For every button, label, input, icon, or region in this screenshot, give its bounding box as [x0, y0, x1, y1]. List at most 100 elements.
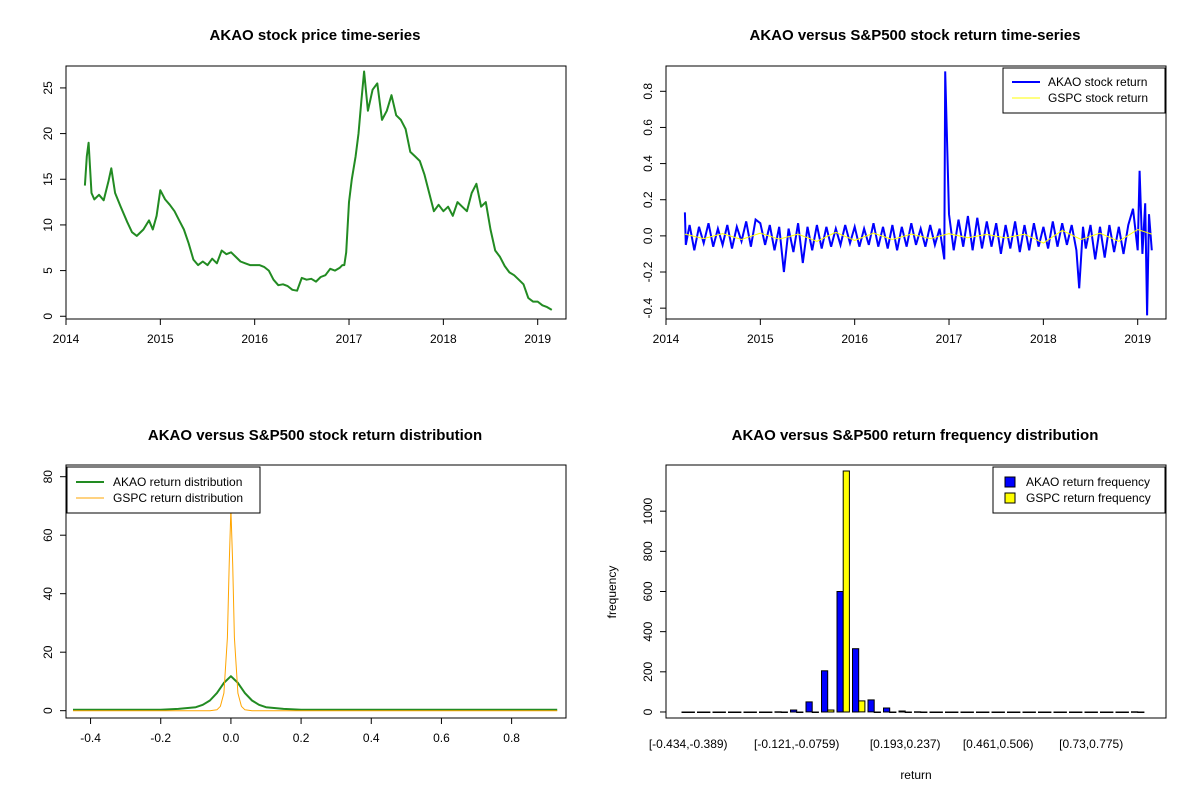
y-tick-label: 0.6 — [641, 119, 655, 136]
legend-box — [992, 466, 1166, 514]
bar-akao — [914, 711, 922, 713]
legend-box — [66, 466, 261, 514]
bar-akao — [790, 709, 798, 713]
bar-gspc — [1028, 711, 1036, 713]
bar-gspc — [718, 711, 726, 713]
bar-akao — [821, 670, 829, 713]
y-tick-label: 600 — [641, 581, 655, 601]
bar-akao — [697, 711, 705, 713]
x-tick-label: [-0.434,-0.389) — [649, 737, 728, 751]
bar-akao — [867, 699, 875, 713]
bar-akao — [1069, 711, 1077, 713]
y-tick-label: 5 — [41, 267, 55, 274]
x-tick-label: 2016 — [241, 332, 268, 346]
bar-gspc — [811, 711, 819, 713]
bar-akao — [805, 701, 813, 713]
bar-gspc — [951, 711, 959, 713]
bar-gspc — [1013, 711, 1021, 713]
x-tick-label: [0.73,0.775) — [1059, 737, 1123, 751]
legend: AKAO stock return GSPC stock return — [1002, 67, 1166, 114]
legend: AKAO return distribution GSPC return dis… — [66, 466, 261, 514]
x-tick-label: 2017 — [336, 332, 363, 346]
legend-swatch-akao — [1004, 476, 1016, 488]
legend-label-gspc: GSPC return distribution — [113, 491, 243, 505]
legend-swatch-gspc — [1004, 492, 1016, 504]
y-tick-label: 200 — [641, 661, 655, 681]
bar-akao — [1100, 711, 1108, 713]
legend: AKAO return frequency GSPC return freque… — [992, 466, 1166, 514]
y-tick-label: 80 — [41, 470, 55, 484]
bar-gspc — [1059, 711, 1067, 713]
bar-akao — [712, 711, 720, 713]
bar-gspc — [703, 711, 711, 713]
bar-gspc — [687, 711, 695, 713]
legend-label-akao: AKAO return distribution — [113, 475, 242, 489]
bar-gspc — [796, 711, 804, 713]
x-tick-label: [-0.121,-0.0759) — [754, 737, 839, 751]
bar-gspc — [842, 470, 850, 713]
series-line-gspc-return — [684, 228, 1152, 244]
x-tick-label: [0.193,0.237) — [870, 737, 941, 751]
bar-akao — [991, 711, 999, 713]
bar-akao — [1115, 711, 1123, 713]
bar-gspc — [873, 711, 881, 713]
bar-gspc — [1044, 711, 1052, 713]
bar-akao — [898, 710, 906, 713]
y-tick-label: 0 — [641, 708, 655, 715]
x-tick-label: -0.4 — [80, 731, 101, 745]
series-line-akao-price — [83, 70, 553, 311]
bar-akao — [743, 711, 751, 713]
bar-akao — [1084, 711, 1092, 713]
bar-akao — [728, 711, 736, 713]
bar-gspc — [734, 711, 742, 713]
bar-gspc — [858, 700, 866, 713]
bar-gspc — [749, 711, 757, 713]
bar-akao — [929, 711, 937, 713]
bar-gspc — [780, 711, 788, 713]
panel-frequency-histogram: AKAO versus S&P500 return frequency dist… — [605, 427, 1167, 782]
series-line-akao-density — [73, 675, 558, 711]
bar-akao — [1022, 711, 1030, 713]
chart-title: AKAO versus S&P500 stock return time-ser… — [750, 27, 1081, 44]
bar-gspc — [966, 711, 974, 713]
bar-akao — [960, 711, 968, 713]
bar-akao — [945, 711, 953, 713]
bar-gspc — [1106, 711, 1114, 713]
bar-akao — [681, 711, 689, 713]
panel-return-timeseries: AKAO versus S&P500 stock return time-ser… — [641, 27, 1167, 346]
chart-title: AKAO versus S&P500 stock return distribu… — [148, 427, 482, 444]
panel-return-distribution: AKAO versus S&P500 stock return distribu… — [41, 427, 567, 745]
y-tick-label: 15 — [41, 172, 55, 186]
x-tick-label: 2019 — [1124, 332, 1151, 346]
x-axis-label: return — [900, 768, 931, 782]
bar-group — [681, 470, 1145, 713]
legend-label-akao: AKAO return frequency — [1026, 475, 1150, 489]
bar-akao — [1038, 711, 1046, 713]
y-tick-label: -0.4 — [641, 297, 655, 318]
x-tick-label: 2014 — [53, 332, 80, 346]
y-tick-label: 20 — [41, 127, 55, 141]
plot-frame — [665, 65, 1167, 320]
bar-akao — [1007, 711, 1015, 713]
x-tick-label: 0.0 — [223, 731, 240, 745]
x-tick-label: 2015 — [147, 332, 174, 346]
bar-gspc — [889, 711, 897, 713]
chart-title: AKAO versus S&P500 return frequency dist… — [732, 427, 1099, 444]
y-tick-label: 0.2 — [641, 191, 655, 208]
bar-gspc — [982, 711, 990, 713]
legend-label-akao: AKAO stock return — [1048, 75, 1147, 89]
plot-frame — [65, 65, 567, 320]
bar-akao — [883, 707, 891, 713]
y-tick-label: 20 — [41, 645, 55, 659]
bar-gspc — [1075, 711, 1083, 713]
x-tick-label: -0.2 — [150, 731, 171, 745]
x-tick-label: 2014 — [653, 332, 680, 346]
plot-frame — [65, 464, 567, 719]
y-tick-label: 1000 — [641, 498, 655, 525]
y-tick-label: 0.4 — [641, 155, 655, 172]
x-tick-label: 0.4 — [363, 731, 380, 745]
y-axis-label: frequency — [605, 566, 619, 619]
bar-gspc — [920, 711, 928, 713]
bar-akao — [852, 648, 860, 713]
bar-gspc — [765, 711, 773, 713]
